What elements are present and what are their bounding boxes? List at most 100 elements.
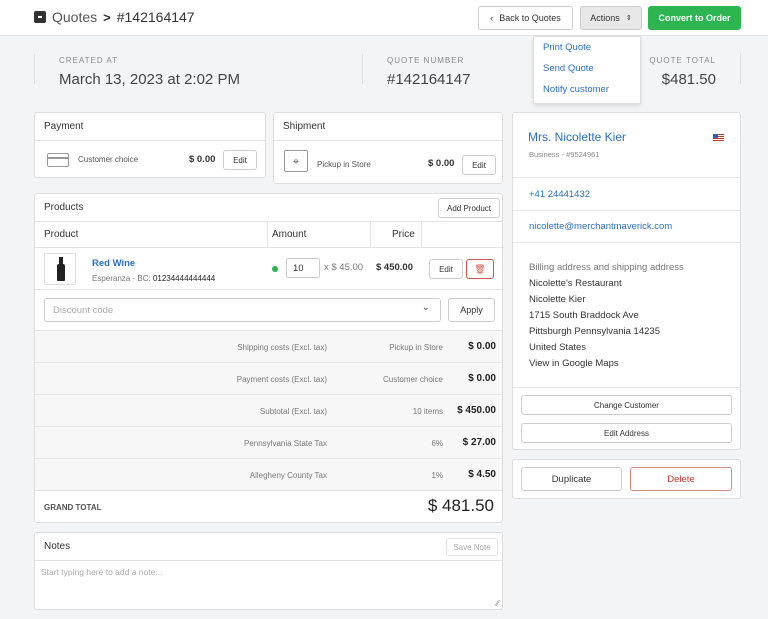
add-product-button[interactable]: Add Product xyxy=(438,198,500,218)
in-stock-dot-icon xyxy=(272,266,278,272)
total-note: Pickup in Store xyxy=(389,343,443,352)
chevron-down-icon: ⌄ xyxy=(421,302,430,313)
totals-section: Shipping costs (Excl. tax) Pickup in Sto… xyxy=(35,330,502,490)
discount-placeholder: Discount code xyxy=(53,305,114,316)
menu-item-print-quote[interactable]: Print Quote xyxy=(543,42,592,53)
back-label: Back to Quotes xyxy=(499,13,561,23)
divider xyxy=(34,54,35,84)
customer-email-link[interactable]: nicolette@merchantmaverick.com xyxy=(529,221,673,232)
product-meta-prefix: Esperanza - BC: xyxy=(92,274,151,283)
total-label: Allegheny County Tax xyxy=(249,471,327,480)
resize-handle-icon[interactable]: ⁄⁄ xyxy=(496,599,499,608)
address-line: Nicolette Kier xyxy=(529,294,586,305)
edit-product-button[interactable]: Edit xyxy=(429,259,463,279)
totals-row: Shipping costs (Excl. tax) Pickup in Sto… xyxy=(35,331,502,363)
notes-textarea[interactable]: Start typing here to add a note... ⁄⁄ xyxy=(35,561,502,609)
product-name-link[interactable]: Red Wine xyxy=(92,258,136,269)
total-note: 1% xyxy=(431,471,443,480)
wine-bottle-icon xyxy=(44,253,76,285)
total-label: Shipping costs (Excl. tax) xyxy=(237,343,327,352)
address-line: Pittsburgh Pennsylvania 14235 xyxy=(529,326,660,337)
total-value: $ 0.00 xyxy=(468,373,496,384)
total-value: $ 450.00 xyxy=(457,405,496,416)
menu-item-notify-customer[interactable]: Notify customer xyxy=(543,84,609,95)
shipment-method: Pickup in Store xyxy=(317,160,371,169)
totals-row: Payment costs (Excl. tax) Customer choic… xyxy=(35,363,502,395)
divider xyxy=(513,242,740,243)
grand-total-row: GRAND TOTAL $ 481.50 xyxy=(35,490,502,522)
notes-placeholder: Start typing here to add a note... xyxy=(41,567,163,577)
products-title: Products xyxy=(35,194,502,222)
total-label: Payment costs (Excl. tax) xyxy=(236,375,327,384)
divider xyxy=(267,222,268,248)
page-title: #142164147 xyxy=(116,9,195,25)
col-amount: Amount xyxy=(272,229,307,240)
customer-card: Mrs. Nicolette Kier Business - #9524961 … xyxy=(512,112,741,450)
divider xyxy=(513,210,740,211)
divider xyxy=(370,222,371,248)
totals-row: Allegheny County Tax 1% $ 4.50 xyxy=(35,459,502,491)
menu-item-send-quote[interactable]: Send Quote xyxy=(543,63,594,74)
trash-icon: 🗑 xyxy=(474,263,486,274)
quote-number-summary: QUOTE NUMBER #142164147 xyxy=(387,56,470,88)
total-note: 6% xyxy=(431,439,443,448)
products-card: Products Add Product Product Amount Pric… xyxy=(34,193,504,523)
divider xyxy=(421,222,422,248)
customer-sub: Business - #9524961 xyxy=(529,150,600,159)
address-title: Billing address and shipping address xyxy=(529,262,684,273)
edit-shipment-button[interactable]: Edit xyxy=(462,155,496,175)
table-row: Red Wine Esperanza - BC: 01234444444444 … xyxy=(35,248,504,290)
discount-code-select[interactable]: Discount code ⌄ xyxy=(44,298,441,322)
actions-menu: Print Quote Send Quote Notify customer xyxy=(533,36,641,104)
address-line: Nicolette's Restaurant xyxy=(529,278,622,289)
notes-card: Notes Save Note Start typing here to add… xyxy=(34,532,503,610)
col-price: Price xyxy=(392,229,415,240)
map-pin-icon: ⌖ xyxy=(284,150,308,172)
edit-address-button[interactable]: Edit Address xyxy=(521,423,732,443)
quote-actions-card: Duplicate Delete xyxy=(512,459,741,499)
customer-name-link[interactable]: Mrs. Nicolette Kier xyxy=(528,130,627,144)
unit-price: x $ 45.00 xyxy=(324,262,364,273)
us-flag-icon xyxy=(713,134,724,142)
breadcrumb-quotes[interactable]: Quotes xyxy=(52,9,98,25)
total-value: $ 27.00 xyxy=(462,437,496,448)
grand-total-label: GRAND TOTAL xyxy=(44,503,102,512)
payment-amount: $ 0.00 xyxy=(189,154,216,165)
address-line: 1715 South Braddock Ave xyxy=(529,310,639,321)
archive-icon xyxy=(34,11,46,23)
breadcrumb-separator: > xyxy=(103,9,111,25)
total-value: $ 4.50 xyxy=(468,469,496,480)
edit-payment-button[interactable]: Edit xyxy=(223,150,257,170)
shipment-amount: $ 0.00 xyxy=(428,158,455,169)
totals-row: Pennsylvania State Tax 6% $ 27.00 xyxy=(35,427,502,459)
sort-arrows-icon: ⇕ xyxy=(625,15,632,22)
convert-to-order-button[interactable]: Convert to Order xyxy=(648,6,741,30)
divider xyxy=(740,54,741,84)
change-customer-button[interactable]: Change Customer xyxy=(521,395,732,415)
quote-total-label: QUOTE TOTAL xyxy=(649,56,716,65)
duplicate-button[interactable]: Duplicate xyxy=(521,467,622,491)
chevron-left-icon: ‹ xyxy=(490,13,494,23)
product-barcode: 01234444444444 xyxy=(152,274,216,283)
delete-product-button[interactable]: 🗑 xyxy=(466,259,494,279)
product-meta: Esperanza - BC: 01234444444444 xyxy=(92,274,215,283)
save-note-button[interactable]: Save Note xyxy=(446,538,498,556)
payment-title: Payment xyxy=(35,113,265,141)
total-label: Subtotal (Excl. tax) xyxy=(259,407,327,416)
quote-number-label: QUOTE NUMBER xyxy=(387,56,465,65)
divider xyxy=(513,177,740,178)
top-bar: Quotes > #142164147 ‹ Back to Quotes Act… xyxy=(0,0,768,36)
customer-phone-link[interactable]: +41 24441432 xyxy=(529,189,591,200)
credit-card-icon xyxy=(47,153,69,167)
actions-button[interactable]: Actions ⇕ xyxy=(580,6,642,30)
google-maps-link[interactable]: View in Google Maps xyxy=(529,358,619,369)
created-at-value: March 13, 2023 at 2:02 PM xyxy=(59,71,240,88)
breadcrumb: Quotes > #142164147 xyxy=(34,9,195,25)
products-table-header: Product Amount Price xyxy=(35,222,504,248)
line-price: $ 450.00 xyxy=(376,262,413,273)
delete-button[interactable]: Delete xyxy=(630,467,732,491)
quantity-input[interactable]: 10 xyxy=(286,258,320,278)
back-to-quotes-button[interactable]: ‹ Back to Quotes xyxy=(478,6,573,30)
apply-discount-button[interactable]: Apply xyxy=(448,298,495,322)
divider xyxy=(362,54,363,84)
